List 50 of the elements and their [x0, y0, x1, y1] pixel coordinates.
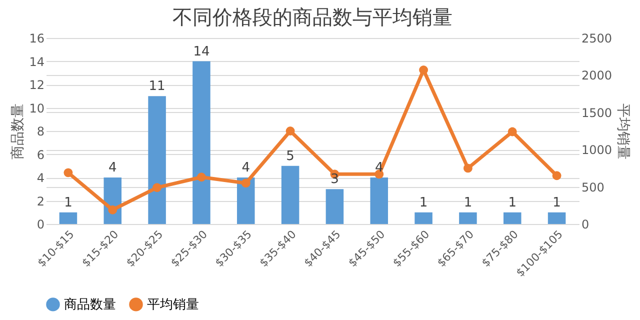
y-tick-label: 4 — [36, 171, 44, 185]
bar — [459, 212, 477, 224]
y-axis-title: 商品数量 — [10, 104, 26, 160]
point — [241, 178, 250, 188]
y2-tick-label: 1000 — [582, 143, 612, 158]
data-label: 14 — [193, 44, 210, 60]
point — [419, 66, 428, 74]
point — [463, 164, 472, 173]
y-tick-label: 10 — [29, 101, 44, 116]
point — [552, 171, 562, 180]
y-tick-label: 0 — [36, 218, 44, 232]
chart-title: 不同价格段的商品数与平均销量 — [172, 5, 452, 29]
bar — [370, 178, 388, 224]
data-label: 11 — [148, 79, 166, 94]
bar — [414, 212, 432, 224]
bar — [192, 61, 210, 224]
y2-tick-label: 0 — [582, 218, 590, 232]
bar — [281, 166, 300, 224]
y-tick-label: 12 — [29, 78, 44, 92]
bar — [548, 212, 566, 224]
point — [196, 172, 206, 182]
bar — [59, 212, 78, 224]
point — [108, 205, 118, 214]
point — [152, 183, 162, 192]
y-tick-label: 16 — [29, 32, 44, 46]
data-label: 1 — [64, 195, 72, 210]
y2-tick-label: 500 — [582, 180, 604, 194]
data-label: 1 — [464, 195, 472, 210]
data-label: 1 — [419, 195, 428, 210]
point — [64, 168, 73, 178]
data-label: 5 — [286, 148, 294, 164]
legend-label: 商品数量 — [64, 297, 116, 312]
y2-tick-label: 2500 — [582, 32, 612, 46]
y2-axis-title: 平均销量 — [615, 104, 632, 160]
point — [508, 127, 517, 136]
bar — [503, 212, 522, 224]
bar — [148, 96, 166, 224]
data-label: 1 — [508, 195, 517, 210]
y-tick-label: 14 — [29, 54, 44, 69]
y-tick-label: 8 — [36, 124, 44, 138]
bar — [326, 189, 344, 224]
data-label: 4 — [242, 160, 250, 176]
data-label: 4 — [108, 160, 117, 176]
legend-label: 平均销量 — [147, 297, 199, 312]
y-tick-label: 2 — [36, 194, 44, 208]
data-label: 1 — [552, 195, 561, 210]
y2-tick-label: 1500 — [582, 106, 612, 120]
y2-tick-label: 2000 — [582, 68, 612, 83]
point — [286, 126, 295, 136]
y-tick-label: 6 — [36, 148, 44, 162]
